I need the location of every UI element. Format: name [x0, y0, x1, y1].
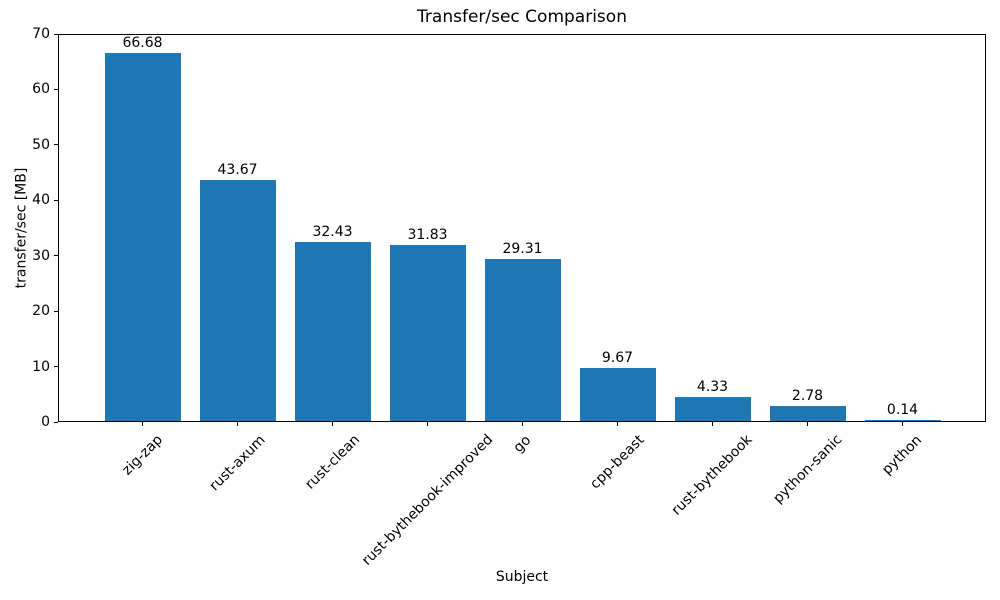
x-tick-label: rust-bythebook — [668, 432, 756, 519]
y-tick — [54, 144, 58, 146]
x-tick-label: cpp-beast — [587, 431, 648, 493]
bar-value-label: 29.31 — [502, 241, 543, 258]
bar-value-label: 32.43 — [312, 224, 353, 241]
y-tick — [54, 255, 58, 257]
x-tick-label: rust-clean — [301, 431, 363, 493]
bar-value-label: 2.78 — [791, 387, 824, 404]
x-tick — [522, 422, 523, 426]
bar — [199, 180, 276, 421]
x-tick-label: python — [879, 431, 926, 478]
bar — [389, 245, 466, 421]
y-tick-label: 60 — [32, 81, 50, 98]
y-tick-label: 50 — [32, 136, 50, 153]
chart-title: Transfer/sec Comparison — [417, 7, 627, 27]
y-tick-label: 20 — [32, 303, 50, 320]
y-tick — [54, 421, 58, 423]
bar-value-label: 0.14 — [886, 402, 919, 419]
y-tick-label: 0 — [41, 414, 50, 430]
y-axis-label: transfer/sec [MB] — [13, 167, 30, 289]
x-tick — [237, 422, 238, 426]
y-tick-label: 70 — [32, 26, 50, 42]
y-tick-label: 30 — [32, 247, 50, 264]
bar — [674, 397, 751, 421]
y-tick — [54, 366, 58, 368]
x-tick — [332, 422, 333, 426]
x-tick — [617, 422, 618, 426]
plot-area: 66.68 43.67 32.43 31.83 29.31 9.67 4.33 2.78 0.1… — [58, 34, 986, 422]
x-tick — [427, 422, 428, 426]
x-tick — [807, 422, 808, 426]
bar — [104, 53, 181, 421]
x-tick-label: zig-zap — [118, 431, 166, 479]
bar — [769, 405, 846, 421]
bar — [864, 420, 941, 421]
x-axis-label: Subject — [495, 569, 549, 585]
y-tick — [54, 88, 58, 90]
bar — [579, 367, 656, 421]
bar-value-label: 31.83 — [407, 227, 448, 244]
x-tick — [142, 422, 143, 426]
bar-value-label: 43.67 — [217, 162, 258, 179]
x-tick-label: go — [510, 431, 535, 456]
x-tick-label: rust-bythebook-improved — [358, 431, 496, 570]
x-tick-label: python-sanic — [769, 431, 845, 508]
bar-value-label: 66.68 — [122, 35, 163, 52]
x-tick — [902, 422, 903, 426]
bar-value-label: 9.67 — [601, 349, 634, 366]
bar — [484, 259, 561, 421]
y-tick-label: 10 — [32, 358, 50, 375]
y-tick — [54, 199, 58, 201]
y-tick-label: 40 — [32, 192, 50, 209]
y-tick — [54, 310, 58, 312]
y-tick — [54, 33, 58, 35]
x-tick — [712, 422, 713, 426]
x-tick-label: rust-axum — [206, 432, 269, 495]
bar-value-label: 4.33 — [696, 379, 729, 396]
bar — [294, 242, 371, 421]
